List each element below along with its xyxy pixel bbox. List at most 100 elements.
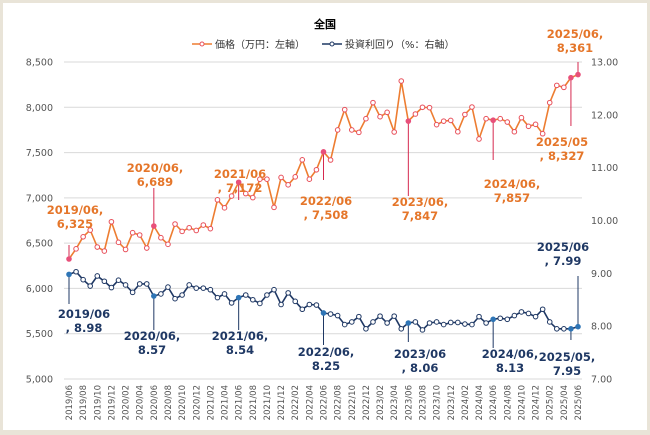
yield-data-point (356, 313, 362, 320)
yield-data-point (158, 291, 164, 297)
price-data-point (193, 227, 200, 234)
price-data-point (73, 246, 79, 252)
yield-data-point (348, 319, 355, 325)
y-left-tick-label: 8,000 (26, 103, 53, 114)
price-data-point (433, 121, 440, 128)
price-data-point (214, 197, 221, 203)
yield-data-point (87, 283, 94, 289)
yield-data-point (292, 298, 299, 305)
price-data-point (179, 228, 185, 235)
yield-data-point (419, 327, 426, 333)
price-data-point (221, 205, 228, 211)
annotation-line: 2021/06 (214, 167, 266, 181)
yield-data-point (108, 284, 115, 291)
annotation-line: 2022/06 (300, 194, 352, 208)
yield-data-point (384, 320, 390, 326)
price-annotation: 2025/06, 8,361 (547, 27, 604, 55)
yield-data-point (221, 291, 228, 297)
x-tick-label: 2022/10 (348, 385, 358, 420)
yield-data-point (462, 321, 468, 327)
price-data-point (356, 129, 362, 136)
annotation-line: , 7,172 (218, 181, 263, 195)
yield-data-point (165, 284, 171, 290)
legend-price-marker-icon (199, 41, 205, 47)
price-data-point (546, 99, 553, 106)
price-data-point (66, 256, 72, 262)
x-tick-label: 2022/06 (320, 385, 330, 420)
yield-data-point (504, 316, 511, 323)
price-data-point (341, 106, 348, 113)
price-data-point (334, 127, 341, 133)
chart-frame (3, 3, 647, 430)
yield-data-point (476, 313, 482, 320)
x-tick-label: 2023/12 (447, 385, 457, 420)
yield-data-point (469, 321, 475, 328)
yield-data-point (525, 310, 532, 317)
yield-data-point (511, 312, 518, 319)
yield-data-point (313, 302, 320, 308)
annotation-line: 2022/06, (298, 345, 355, 359)
yield-annotation: 2024/06, 8.13 (482, 347, 539, 375)
yield-annotation: 2025/05, 7.95 (539, 350, 596, 378)
annotation-line: , 8.06 (402, 361, 439, 375)
x-tick-label: 2020/08 (164, 385, 174, 420)
yield-data-point (271, 286, 277, 293)
price-annotation: 2021/06, 7,172 (214, 167, 266, 195)
yield-data-point (497, 315, 504, 322)
annotation-line: 8.54 (226, 343, 254, 357)
price-data-point (320, 149, 327, 155)
price-data-point (363, 115, 369, 122)
yield-data-point (143, 281, 150, 287)
yield-data-point (575, 323, 581, 330)
chart-title: 全国 (313, 17, 336, 31)
yield-data-point (561, 326, 567, 332)
price-annotation: 2020/06, 6,689 (127, 161, 184, 189)
x-tick-label: 2019/12 (107, 385, 117, 420)
yield-data-point (278, 301, 284, 308)
yield-data-point (398, 326, 405, 332)
price-data-point (511, 128, 518, 135)
y-right-tick-label: 13.00 (591, 58, 618, 69)
yield-data-point (440, 321, 447, 328)
price-data-point (398, 78, 405, 84)
yield-data-point (433, 319, 440, 325)
annotation-line: 6,325 (57, 217, 93, 231)
annotation-line: 2023/06 (394, 347, 446, 361)
yield-data-point (391, 313, 397, 319)
price-data-point (419, 104, 426, 111)
price-data-point (561, 84, 567, 91)
y-left-tick-label: 7,500 (26, 148, 53, 159)
annotation-line: 2021/06, (212, 329, 269, 343)
x-tick-label: 2022/02 (291, 385, 301, 420)
yield-data-point (200, 285, 207, 291)
annotation-line: 2020/06, (127, 161, 184, 175)
price-data-point (405, 118, 412, 124)
x-tick-label: 2022/04 (305, 385, 315, 420)
legend-yield-marker-icon (329, 41, 335, 47)
yield-data-point (214, 294, 221, 301)
price-data-point (490, 117, 496, 124)
annotation-line: 2019/06 (58, 307, 110, 321)
yield-annotation: 2019/06, 8.98 (58, 307, 110, 335)
price-data-point (94, 244, 101, 250)
price-data-point (271, 204, 277, 211)
yield-data-point (568, 326, 574, 332)
yield-data-point (299, 306, 306, 313)
yield-data-point (363, 326, 369, 332)
yield-data-point (412, 319, 419, 325)
x-tick-label: 2021/06 (235, 385, 245, 420)
yield-data-point (483, 320, 489, 326)
price-data-point (504, 119, 511, 125)
yield-data-point (426, 320, 433, 326)
price-data-point (568, 74, 574, 81)
annotation-line: , 8,327 (540, 149, 585, 163)
x-tick-label: 2022/08 (334, 385, 344, 420)
annotation-line: 2019/06, (47, 203, 104, 217)
yield-data-point (539, 306, 546, 313)
price-data-point (151, 223, 157, 229)
yield-data-point (518, 309, 525, 315)
annotation-line: 7,857 (494, 191, 530, 205)
price-data-point (426, 104, 433, 111)
yield-data-point (151, 293, 157, 299)
